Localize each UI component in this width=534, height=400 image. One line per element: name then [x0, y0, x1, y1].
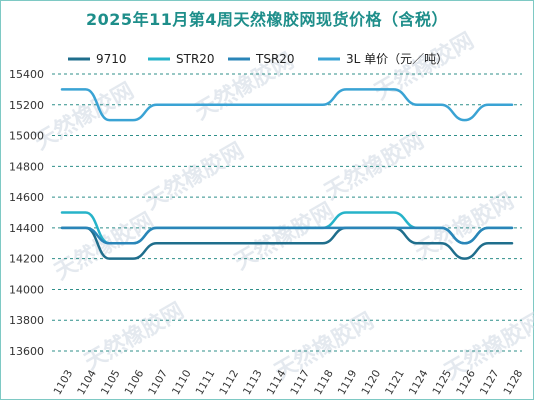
x-tick-label: 1120: [359, 368, 383, 397]
x-tick-label: 1103: [52, 368, 76, 397]
y-tick-label: 15000: [9, 130, 44, 143]
x-tick-label: 1106: [123, 368, 147, 397]
x-tick-label: 1113: [241, 368, 265, 397]
watermark: 天然橡胶网: [410, 188, 518, 266]
y-tick-label: 13600: [9, 345, 44, 358]
y-tick-label: 15400: [9, 68, 44, 81]
watermark: 天然橡胶网: [140, 138, 248, 216]
x-tick-label: 1104: [75, 368, 99, 397]
legend-label: 3L 单价（元／吨）: [346, 52, 448, 66]
series-line-9710: [60, 226, 514, 260]
x-tick-label: 1119: [336, 368, 360, 397]
watermark: 天然橡胶网: [230, 198, 338, 276]
y-tick-label: 15200: [9, 99, 44, 112]
x-tick-label: 1107: [146, 368, 170, 397]
legend-label: STR20: [176, 52, 215, 66]
legend-label: 9710: [96, 52, 127, 66]
watermark: 天然橡胶网: [370, 28, 478, 106]
series-line-3l: [60, 88, 514, 122]
x-tick-label: 1127: [478, 368, 502, 397]
x-tick-label: 1121: [383, 368, 407, 397]
y-tick-label: 14800: [9, 160, 44, 173]
y-tick-label: 13800: [9, 314, 44, 327]
x-tick-label: 1124: [407, 368, 431, 397]
x-tick-label: 1105: [99, 368, 123, 397]
y-tick-label: 14000: [9, 283, 44, 296]
y-tick-label: 14400: [9, 222, 44, 235]
chart-title: 2025年11月第4周天然橡胶网现货价格（含税）: [86, 10, 448, 29]
watermark: 天然橡胶网: [50, 208, 158, 286]
legend-label: TSR20: [255, 52, 295, 66]
x-tick-label: 1110: [170, 368, 194, 397]
x-tick-label: 1112: [217, 368, 241, 397]
x-tick-label: 1118: [312, 368, 336, 397]
watermark: 天然橡胶网: [80, 298, 188, 376]
y-tick-label: 14200: [9, 253, 44, 266]
x-tick-label: 1128: [502, 368, 526, 397]
series-line-tsr20: [60, 226, 514, 245]
x-tick-label: 1111: [194, 368, 218, 397]
y-tick-label: 14600: [9, 191, 44, 204]
